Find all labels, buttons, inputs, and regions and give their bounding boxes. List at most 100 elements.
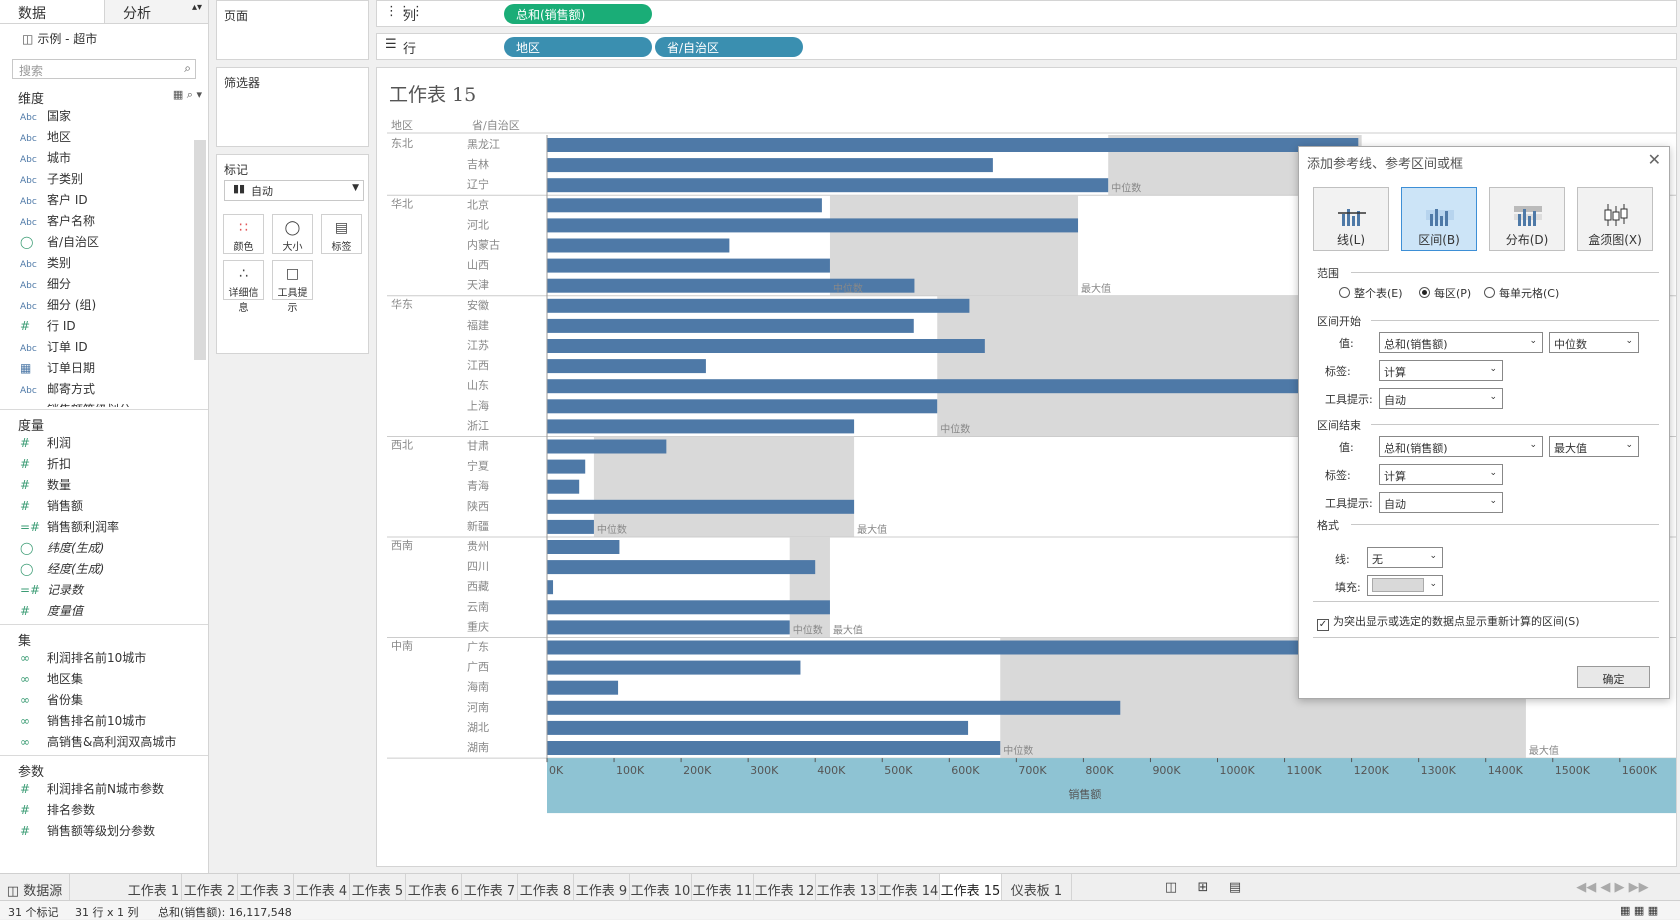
sheet-tab[interactable]: 仪表板 1 — [1002, 874, 1072, 901]
measure-field[interactable]: # 利润 — [0, 433, 208, 454]
sum-sales-pill[interactable]: 总和(销售额) — [504, 4, 652, 24]
bar[interactable] — [547, 419, 855, 434]
sheet-tab[interactable]: 工作表 12 — [754, 874, 816, 901]
scope-entire-table-radio[interactable]: 整个表(E) — [1339, 285, 1403, 301]
bar[interactable] — [547, 439, 667, 454]
bar[interactable] — [547, 479, 580, 494]
sheet-tab[interactable]: 工作表 6 — [406, 874, 462, 901]
bar[interactable] — [547, 218, 1079, 233]
sheet-tab[interactable]: 工作表 3 — [238, 874, 294, 901]
dimension-field[interactable]: Abc 城市 — [0, 148, 208, 169]
recalc-checkbox[interactable]: ✓ 为突出显示或选定的数据点显示重新计算的区间(S) — [1317, 613, 1580, 631]
tab-data[interactable]: 数据 — [0, 0, 104, 23]
scope-per-pane-radio[interactable]: 每区(P) — [1419, 285, 1471, 301]
dimension-field[interactable]: Abc 订单 ID — [0, 337, 208, 358]
new-story-button[interactable]: ▤ — [1220, 874, 1250, 901]
dimension-field[interactable]: Abc 细分 — [0, 274, 208, 295]
dimension-field[interactable]: Abc 客户 ID — [0, 190, 208, 211]
set-item[interactable]: ∞ 高销售&高利润双高城市 — [0, 732, 208, 753]
sheet-tab[interactable]: 工作表 4 — [294, 874, 350, 901]
set-item[interactable]: ∞ 利润排名前10城市 — [0, 648, 208, 669]
measure-field[interactable]: =# 销售额利润率 — [0, 517, 208, 538]
bar[interactable] — [547, 339, 985, 353]
dimension-field[interactable]: Abc 细分 (组) — [0, 295, 208, 316]
measure-field[interactable]: =# 记录数 — [0, 580, 208, 601]
bar[interactable] — [547, 580, 554, 595]
line-style-select[interactable]: 无 ⌄ — [1367, 547, 1443, 568]
pages-card[interactable]: 页面 — [216, 0, 369, 60]
bar[interactable] — [547, 660, 801, 675]
bar[interactable] — [547, 379, 1362, 394]
bar[interactable] — [547, 620, 790, 635]
ok-button[interactable]: 确定 — [1577, 666, 1650, 688]
type-boxplot-button[interactable]: 盒须图(X) — [1577, 187, 1653, 251]
rows-shelf[interactable]: ☰ 行 地区 省/自治区 — [376, 33, 1677, 60]
sheet-tab[interactable]: 工作表 15 — [940, 874, 1002, 901]
dimensions-scrollbar[interactable] — [194, 140, 206, 360]
parameter-item[interactable]: # 销售额等级划分参数 — [0, 821, 208, 842]
new-dashboard-button[interactable]: ⊞ — [1188, 874, 1218, 901]
bar[interactable] — [547, 680, 619, 695]
bar[interactable] — [547, 318, 914, 333]
sheet-tab[interactable]: 工作表 2 — [182, 874, 238, 901]
view-mode-icons[interactable]: ▦ ▦ ▦ — [1620, 904, 1659, 917]
sheet-tab[interactable]: 工作表 5 — [350, 874, 406, 901]
dimension-field[interactable]: Abc 地区 — [0, 127, 208, 148]
measure-field[interactable]: # 折扣 — [0, 454, 208, 475]
bar[interactable] — [547, 258, 830, 273]
set-item[interactable]: ∞ 销售排名前10城市 — [0, 711, 208, 732]
dimension-field[interactable]: Abc 邮寄方式 — [0, 379, 208, 400]
bar[interactable] — [547, 741, 1001, 755]
bar[interactable] — [547, 700, 1121, 715]
bar[interactable] — [547, 178, 1109, 193]
measure-field[interactable]: ◯ 经度(生成) — [0, 559, 208, 580]
bar[interactable] — [547, 359, 706, 374]
from-label-select[interactable]: 计算 ⌄ — [1379, 360, 1503, 381]
bar[interactable] — [547, 640, 1362, 655]
tab-analytics[interactable]: 分析 ▴▾ — [104, 0, 208, 23]
sheet-tab[interactable]: 工作表 10 — [630, 874, 692, 901]
sheet-tab[interactable]: 工作表 13 — [816, 874, 878, 901]
set-item[interactable]: ∞ 省份集 — [0, 690, 208, 711]
scope-per-cell-radio[interactable]: 每单元格(C) — [1484, 285, 1559, 301]
label-button[interactable]: ▤ 标签 — [321, 214, 362, 254]
dimension-field[interactable]: ▦ 订单日期 — [0, 358, 208, 379]
dimension-field[interactable]: ◯ 省/自治区 — [0, 232, 208, 253]
fill-color-select[interactable]: ⌄ — [1367, 575, 1443, 596]
bar[interactable] — [547, 238, 730, 253]
tooltip-button[interactable]: □ 工具提示 — [272, 260, 313, 314]
mark-type-dropdown[interactable]: ▮▮ 自动 ▼ — [224, 180, 364, 201]
bar[interactable] — [547, 540, 620, 554]
set-item[interactable]: ∞ 地区集 — [0, 669, 208, 690]
bar[interactable] — [547, 720, 969, 735]
measure-field[interactable]: # 数量 — [0, 475, 208, 496]
from-tooltip-select[interactable]: 自动 ⌄ — [1379, 388, 1503, 409]
parameter-item[interactable]: # 利润排名前N城市参数 — [0, 779, 208, 800]
dimension-field[interactable]: # 行 ID — [0, 316, 208, 337]
parameter-item[interactable]: # 排名参数 — [0, 800, 208, 821]
tab-scroll-controls[interactable]: ◀◀ ◀ ▶ ▶▶ — [1576, 880, 1649, 895]
datasource-item[interactable]: ◫ 示例 - 超市 — [0, 24, 208, 48]
sheet-tab[interactable]: 工作表 7 — [462, 874, 518, 901]
to-label-select[interactable]: 计算 ⌄ — [1379, 464, 1503, 485]
view-options-icon[interactable]: ▦ ⌕ ▾ — [172, 88, 202, 101]
color-button[interactable]: ∷ 颜色 — [223, 214, 264, 254]
bar[interactable] — [547, 399, 938, 414]
province-pill[interactable]: 省/自治区 — [655, 37, 803, 57]
sheet-tab[interactable]: 工作表 1 — [126, 874, 182, 901]
from-agg-select[interactable]: 中位数 ⌄ — [1549, 332, 1639, 353]
to-tooltip-select[interactable]: 自动 ⌄ — [1379, 492, 1503, 513]
close-icon[interactable]: ✕ — [1647, 150, 1661, 169]
search-field[interactable]: 搜索 ⌕ — [12, 59, 196, 79]
bar[interactable] — [547, 278, 915, 293]
bar[interactable] — [547, 519, 594, 534]
to-agg-select[interactable]: 最大值 ⌄ — [1549, 436, 1639, 457]
detail-button[interactable]: ∴ 详细信息 — [223, 260, 264, 314]
measure-field[interactable]: ◯ 纬度(生成) — [0, 538, 208, 559]
dimension-field[interactable]: Abc销售额等级划分 — [0, 400, 208, 407]
filters-card[interactable]: 筛选器 — [216, 67, 369, 147]
size-button[interactable]: ◯ 大小 — [272, 214, 313, 254]
dimension-field[interactable]: Abc 客户名称 — [0, 211, 208, 232]
from-value-select[interactable]: 总和(销售额) ⌄ — [1379, 332, 1543, 353]
region-pill[interactable]: 地区 — [504, 37, 652, 57]
